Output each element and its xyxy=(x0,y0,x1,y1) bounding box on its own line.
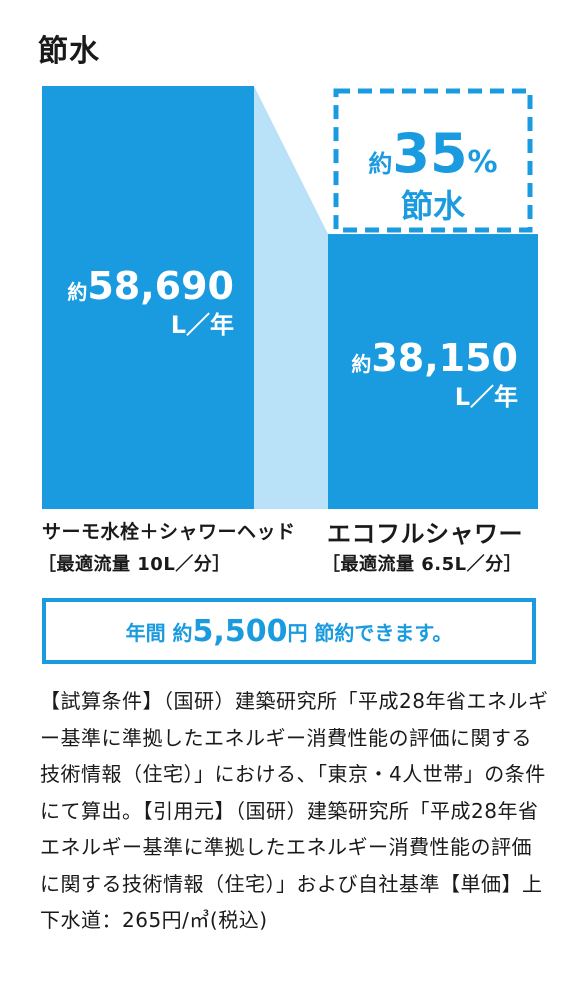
calculation-note: 【試算条件】（国研）建築研究所「平成28年省エネルギー基準に準拠したエネルギー消… xyxy=(40,689,549,932)
value-prefix: 約 xyxy=(67,280,87,304)
value-number: 38,150 xyxy=(371,336,518,380)
bar-unit-thermo: L／年 xyxy=(171,311,234,339)
saving-percent-number: 35 xyxy=(392,122,467,185)
saving-percent-suffix: % xyxy=(468,145,498,180)
saving-annotation-box xyxy=(333,88,533,233)
annual-saving-box: 年間 約 5,500 円 節約できます。 xyxy=(42,598,536,664)
saving-percent: 約35% xyxy=(368,122,497,185)
page-title: 節水 xyxy=(38,34,100,69)
bar-unit-ecoful: L／年 xyxy=(455,383,518,411)
saving-text-part1: 年間 約 xyxy=(125,620,193,645)
bar-thermo xyxy=(42,86,254,509)
water-saving-chart: 約35% 節水 約58,690 L／年 約38,150 L／年 xyxy=(42,86,538,509)
connector-band xyxy=(254,86,328,509)
bar-value-thermo: 約58,690 xyxy=(67,264,234,308)
category-label-thermo: サーモ水栓＋シャワーヘッド xyxy=(42,521,296,543)
value-number: 58,690 xyxy=(87,264,234,308)
category-sub-thermo: ［最適流量 10L／分］ xyxy=(38,554,231,575)
saving-percent-prefix: 約 xyxy=(368,150,392,178)
saving-label: 節水 xyxy=(401,187,466,225)
bar-ecoful xyxy=(328,234,538,509)
category-label-ecoful: エコフルシャワー xyxy=(327,520,523,548)
saving-text-part2: 円 節約できます。 xyxy=(287,620,453,645)
value-prefix: 約 xyxy=(351,352,371,376)
category-sub-ecoful: ［最適流量 6.5L／分］ xyxy=(322,554,523,575)
bar-value-ecoful: 約38,150 xyxy=(351,336,518,380)
saving-amount: 5,500 xyxy=(192,613,288,649)
